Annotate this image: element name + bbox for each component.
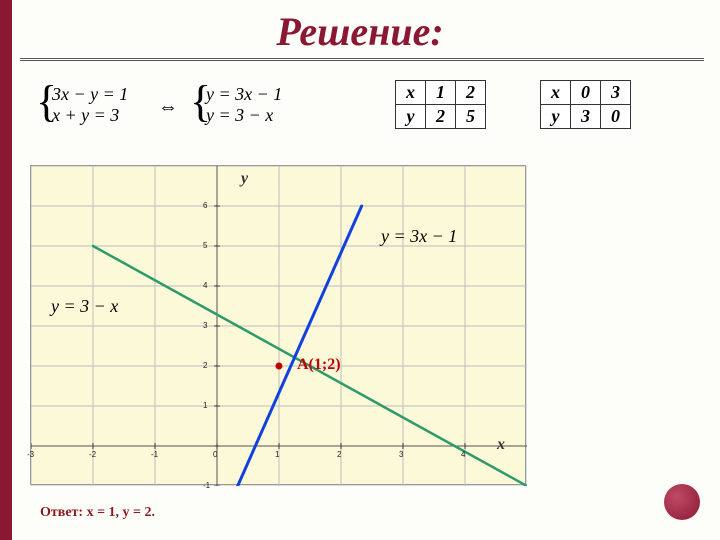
eq-on-plot-2: y = 3x − 1 [381, 226, 457, 247]
x-tick-label: -1 [151, 450, 158, 459]
y-tick-label: 5 [203, 241, 207, 250]
y-tick-label: 4 [203, 281, 207, 290]
x-axis-label: х [497, 436, 505, 454]
eq-2b: y = 3 − x [206, 105, 282, 126]
t2-r1c2: 0 [601, 105, 631, 129]
t1-r0c1: 1 [426, 81, 456, 105]
title-rule-1 [20, 58, 704, 59]
y-tick-label: -1 [203, 481, 210, 490]
plot-area: у х y = 3 − x y = 3x − 1 А(1;2) -3 -2 -1 0 1… [30, 165, 526, 485]
t2-r0c1: 0 [571, 81, 601, 105]
corner-dot-icon [664, 484, 700, 520]
t2-r0c2: 3 [601, 81, 631, 105]
t1-r1c2: 5 [456, 105, 486, 129]
t1-r1c1: 2 [426, 105, 456, 129]
x-tick-label: -3 [27, 450, 34, 459]
y-tick-label: 2 [203, 361, 207, 370]
eq-2a: y = 3x − 1 [206, 84, 282, 105]
y-tick-label: 6 [203, 201, 207, 210]
table-1: x 1 2 y 2 5 [395, 80, 486, 129]
x-tick-label: 0 [213, 450, 217, 459]
x-tick-label: 2 [337, 450, 341, 459]
y-axis-label: у [241, 170, 248, 188]
table-2: x 0 3 y 3 0 [540, 80, 631, 129]
t1-r0c0: x [396, 81, 426, 105]
eq-1b: x + y = 3 [52, 105, 128, 126]
x-tick-label: -2 [89, 450, 96, 459]
title-rule-2 [20, 60, 704, 61]
y-tick-label: 1 [203, 401, 207, 410]
t2-r1c0: y [541, 105, 571, 129]
x-tick-label: 4 [461, 450, 465, 459]
plot-svg [31, 166, 527, 486]
page-title: Решение: [0, 8, 720, 55]
x-tick-label: 3 [399, 450, 403, 459]
eq-1a: 3x − y = 1 [52, 84, 128, 105]
equiv-arrow: ⇔ [158, 96, 178, 119]
system2: y = 3x − 1 y = 3 − x [206, 84, 282, 126]
t1-r1c0: y [396, 105, 426, 129]
intersection-label: А(1;2) [297, 356, 341, 374]
eq-on-plot-1: y = 3 − x [51, 296, 118, 317]
t2-r0c0: x [541, 81, 571, 105]
t1-r0c2: 2 [456, 81, 486, 105]
side-accent-bar [0, 0, 12, 540]
y-tick-label: 3 [203, 321, 207, 330]
x-tick-label: 1 [275, 450, 279, 459]
answer-text: Ответ: х = 1, у = 2. [40, 505, 155, 521]
system1: 3x − y = 1 x + y = 3 [52, 84, 128, 126]
t2-r1c1: 3 [571, 105, 601, 129]
